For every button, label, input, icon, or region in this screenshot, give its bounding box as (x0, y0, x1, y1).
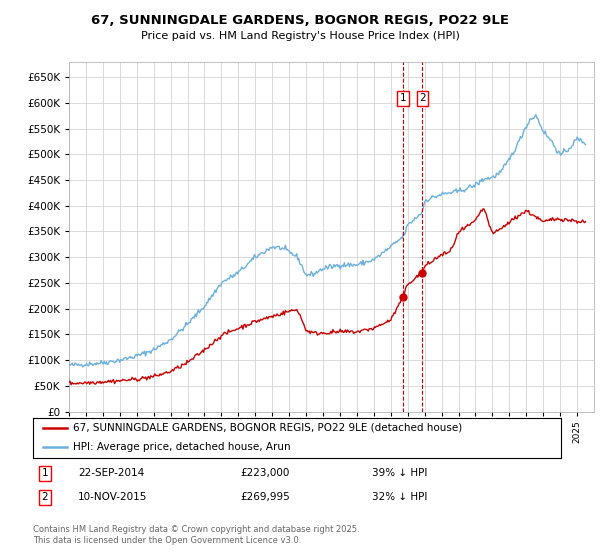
Text: 32% ↓ HPI: 32% ↓ HPI (372, 492, 427, 502)
Text: 1: 1 (41, 468, 49, 478)
Text: £269,995: £269,995 (240, 492, 290, 502)
Text: 67, SUNNINGDALE GARDENS, BOGNOR REGIS, PO22 9LE: 67, SUNNINGDALE GARDENS, BOGNOR REGIS, P… (91, 14, 509, 27)
Text: 1: 1 (400, 94, 406, 104)
Text: Contains HM Land Registry data © Crown copyright and database right 2025.
This d: Contains HM Land Registry data © Crown c… (33, 525, 359, 545)
Text: HPI: Average price, detached house, Arun: HPI: Average price, detached house, Arun (73, 442, 290, 452)
Text: Price paid vs. HM Land Registry's House Price Index (HPI): Price paid vs. HM Land Registry's House … (140, 31, 460, 41)
Text: 39% ↓ HPI: 39% ↓ HPI (372, 468, 427, 478)
Text: 10-NOV-2015: 10-NOV-2015 (78, 492, 148, 502)
Text: 2: 2 (419, 94, 426, 104)
Text: £223,000: £223,000 (240, 468, 289, 478)
Text: 2: 2 (41, 492, 49, 502)
Text: 22-SEP-2014: 22-SEP-2014 (78, 468, 144, 478)
Text: 67, SUNNINGDALE GARDENS, BOGNOR REGIS, PO22 9LE (detached house): 67, SUNNINGDALE GARDENS, BOGNOR REGIS, P… (73, 423, 462, 433)
